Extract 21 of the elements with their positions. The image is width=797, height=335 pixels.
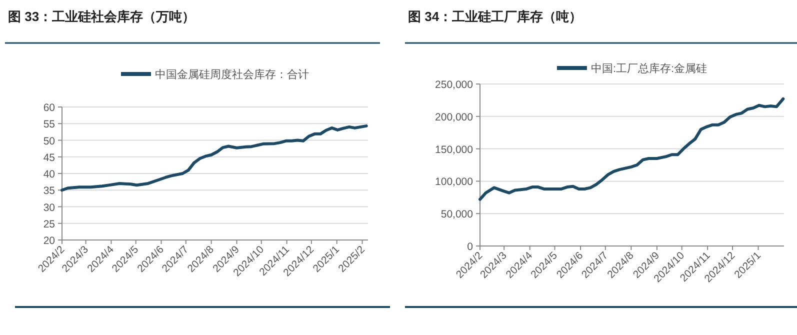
chart-title: 图 34：工业硅工厂库存（吨） [408,9,582,24]
y-tick-label: 55 [43,118,56,131]
y-tick-label: 100,000 [435,176,474,188]
y-tick-label: 0 [467,241,474,253]
line-series [60,124,368,192]
y-tick-label: 45 [43,152,56,164]
y-tick-label: 200,000 [435,111,474,124]
y-tick-label: 40 [43,168,56,180]
y-tick-label: 30 [43,202,56,214]
y-tick-label: 25 [43,218,56,230]
y-tick-label: 50 [43,135,56,148]
legend-label: 中国:工厂总库存:金属硅 [590,62,708,75]
line-series [478,97,785,201]
y-tick-label: 150,000 [435,144,474,156]
y-tick-label: 60 [43,102,56,114]
legend-label: 中国金属硅周度社会库存：合计 [155,68,309,81]
chart-title: 图 33：工业硅社会库存（万吨） [8,9,196,24]
y-tick-label: 20 [43,235,56,247]
y-tick-label: 250,000 [435,79,474,91]
y-tick-label: 50,000 [440,208,474,221]
y-tick-label: 35 [43,185,56,198]
